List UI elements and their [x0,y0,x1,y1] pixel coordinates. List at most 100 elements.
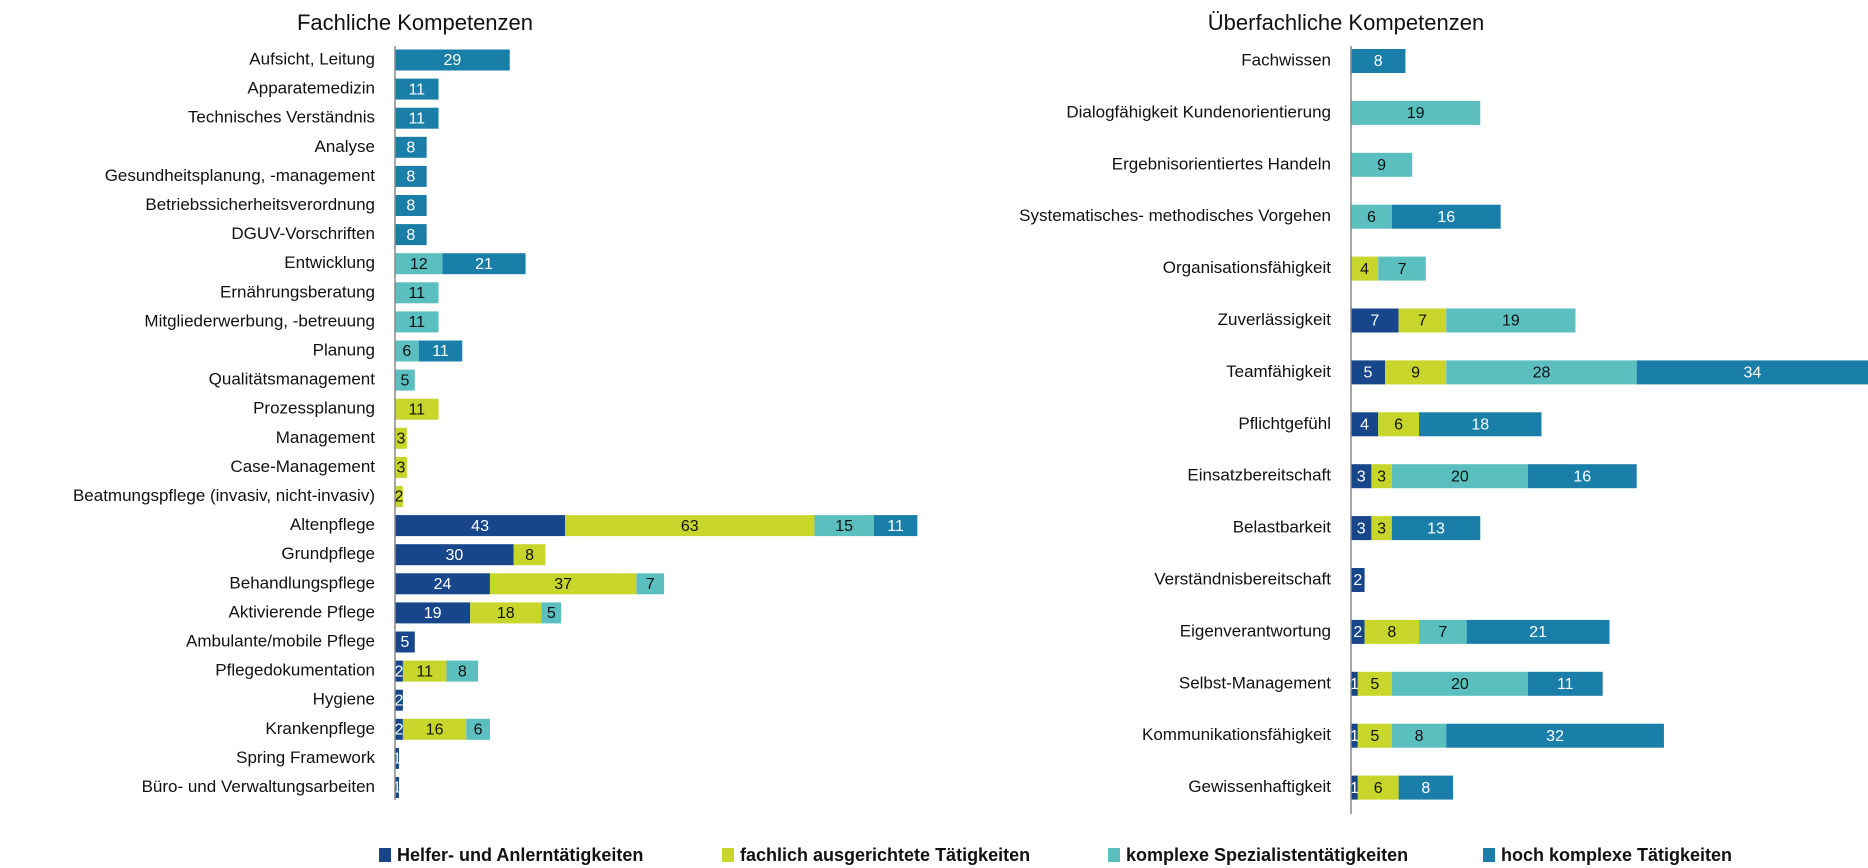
bar-segment [1351,619,1365,644]
value-label: 34 [1743,365,1761,382]
category-label: Selbst-Management [1179,673,1331,692]
bar-segment [1371,516,1392,541]
category-label: Grundpflege [281,544,375,563]
bar-segment [395,747,399,769]
bar-segment [395,427,407,449]
value-label: 11 [408,401,425,418]
bar-segment [395,253,443,275]
bar-segment [395,224,427,246]
category-label: Gewissenhaftigkeit [1188,777,1331,796]
value-label: 5 [1370,728,1379,745]
bar-segment [636,573,665,595]
bar-segment [466,718,490,740]
category-label: Ambulante/mobile Pflege [186,631,375,650]
bar-segment [395,311,439,333]
bar-segment [1527,671,1603,696]
bar-segment [446,660,479,682]
bar-segment [395,398,439,420]
category-label: Zuverlässigkeit [1218,310,1332,329]
value-label: 13 [1427,520,1445,537]
bar-segment [395,107,439,129]
bar-segment [395,340,419,362]
category-label: Kommunikationsfähigkeit [1142,725,1331,744]
value-label: 16 [1573,468,1591,485]
value-label: 20 [1451,468,1469,485]
value-label: 6 [1367,209,1376,226]
bar-segment [1357,671,1392,696]
category-label: Entwicklung [284,253,375,272]
category-label: Mitgliederwerbung, -betreuung [144,311,375,330]
category-label: Verständnisbereitschaft [1154,569,1331,588]
bar-segment [395,369,415,391]
value-label: 18 [497,605,515,622]
value-label: 7 [1418,313,1427,330]
value-label: 11 [408,314,425,331]
value-label: 1 [1350,780,1359,797]
legend-swatch [1108,848,1120,862]
bar-segment [395,282,439,304]
bar-segment [1351,464,1372,489]
category-label: Eigenverantwortung [1180,621,1331,640]
bar-segment [1419,619,1467,644]
category-label: Gesundheitsplanung, -management [105,166,376,185]
value-label: 20 [1451,676,1469,693]
value-label: 7 [646,576,655,593]
bar-segment [395,136,427,158]
value-label: 9 [1377,157,1386,174]
legend-label: fachlich ausgerichtete Tätigkeiten [740,845,1030,865]
value-label: 19 [1407,105,1425,122]
value-label: 37 [554,576,572,593]
category-label: Ergebnisorientiertes Handeln [1112,154,1331,173]
value-label: 1 [393,751,402,768]
category-label: Systematisches- methodisches Vorgehen [1019,206,1331,225]
bar-segment [1636,360,1868,385]
bar-segment [1527,464,1637,489]
category-label: Büro- und Verwaltungsarbeiten [142,777,375,796]
category-label: Case-Management [230,457,375,476]
bar-segment [395,195,427,216]
value-label: 5 [1370,676,1379,693]
bar-segment [1446,723,1664,748]
category-label: Krankenpflege [265,719,375,738]
bar-segment [565,515,815,537]
value-label: 6 [474,722,483,739]
bar-segment [1351,568,1365,592]
category-label: Aktivierende Pflege [229,602,375,621]
value-label: 43 [471,518,489,535]
category-label: Hygiene [313,690,375,709]
value-label: 32 [1546,728,1564,745]
bar-segment [395,456,407,478]
category-label: Qualitätsmanagement [209,370,376,389]
category-label: Prozessplanung [253,399,375,418]
category-label: Behandlungspflege [229,573,375,592]
category-label: Technisches Verständnis [188,108,375,127]
bar-segment [1351,412,1379,437]
bar-segment [1357,775,1399,800]
bar-segment [1398,308,1447,333]
legend-label: hoch komplexe Tätigkeiten [1501,845,1732,865]
value-label: 7 [1398,261,1407,278]
bar-segment [1378,412,1420,437]
bar-segment [1351,516,1372,541]
bar-segment [1391,464,1528,489]
category-label: Dialogfähigkeit Kundenorientierung [1066,102,1331,121]
value-label: 11 [1557,676,1574,693]
category-label: Belastbarkeit [1233,518,1332,537]
bar-segment [1446,360,1637,385]
bar-segment [513,544,546,566]
bar-segment [1391,671,1528,696]
value-label: 6 [1374,780,1383,797]
legend-swatch [722,848,734,862]
bar-segment [402,718,467,740]
value-label: 12 [410,256,428,273]
value-label: 11 [408,285,425,302]
value-label: 11 [408,81,425,98]
value-label: 29 [443,52,461,69]
bar-segment [1391,723,1447,748]
bar-segment [1351,671,1358,696]
value-label: 7 [1438,624,1447,641]
value-label: 63 [681,518,699,535]
category-label: Apparatemedizin [247,79,375,98]
value-label: 5 [1364,365,1373,382]
value-label: 3 [396,431,405,448]
